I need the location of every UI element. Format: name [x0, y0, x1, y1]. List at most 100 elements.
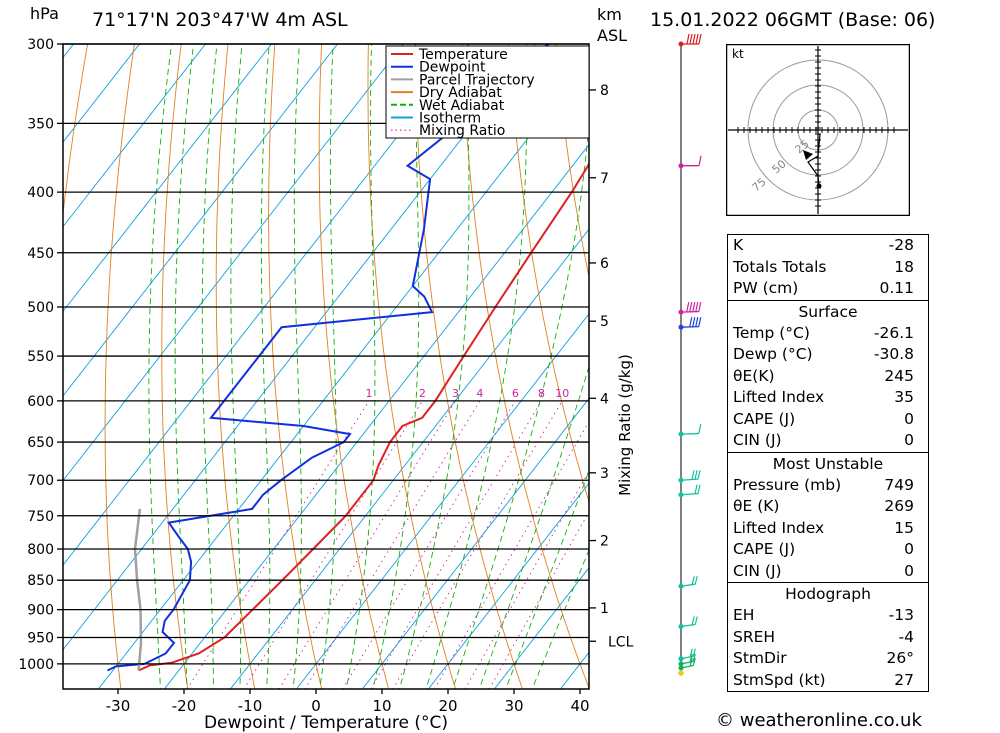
dry-adiabat-line: [318, 44, 390, 689]
wind-barb-staff: [680, 493, 699, 496]
wind-barb-flag: [694, 484, 698, 494]
surface-row: CAPE (J) 0: [728, 409, 928, 431]
hpa-unit-label: hPa: [30, 4, 59, 23]
altitude-tick-label: 3: [600, 466, 609, 482]
index-value: 0.11: [879, 279, 914, 297]
index-label: SREH: [733, 627, 776, 646]
isotherm-line: [163, 143, 589, 689]
datetime-title: 15.01.2022 06GMT (Base: 06): [650, 9, 936, 31]
series-dewpoint-line: [107, 44, 550, 672]
wet-adiabat-line: [372, 44, 420, 689]
credit-link[interactable]: © weatheronline.co.uk: [716, 710, 922, 731]
wind-level-dot: [678, 492, 684, 498]
wet-adiabat-line: [345, 44, 376, 689]
wind-level-dot: [678, 163, 684, 169]
index-value: -28: [888, 236, 914, 254]
mixing-ratio-line: [304, 400, 481, 689]
pressure-tick-label: 500: [27, 300, 54, 316]
surface-row: CIN (J) 0: [728, 430, 928, 452]
temperature-tick-label: -30: [106, 697, 131, 715]
wind-barb-staff: [680, 432, 699, 435]
wind-barb-flag: [689, 653, 693, 662]
pressure-tick-label: 800: [27, 542, 54, 558]
wind-barb-flag: [686, 302, 690, 312]
mu-row: CAPE (J) 0: [728, 539, 928, 561]
altitude-tick-label: 7: [600, 171, 609, 187]
wind-barb-flag: [689, 302, 693, 312]
temperature-tick-label: 20: [438, 697, 457, 715]
wet-adiabat-line: [399, 44, 470, 689]
wind-barb-flag: [698, 317, 702, 327]
wind-level-dot: [678, 477, 684, 483]
altitude-tick-label: 6: [600, 256, 609, 272]
index-top-section: K -28 Totals Totals 18 PW (cm) 0.11: [728, 235, 928, 300]
mixing-ratio-label: 3: [452, 387, 459, 400]
index-row-k: K -28: [728, 235, 928, 257]
wind-level-dot: [678, 41, 684, 47]
wind-barb-flag: [689, 317, 693, 327]
wind-barb-flag: [697, 484, 701, 494]
index-label: θE(K): [733, 366, 775, 385]
mixing-ratio-line: [433, 420, 589, 689]
index-label: K: [733, 236, 744, 254]
isotherm-line: [63, 44, 75, 59]
wind-barb-flag: [689, 648, 693, 657]
section-title: Surface: [798, 302, 858, 321]
wind-level-dot: [678, 431, 684, 437]
pressure-tick-label: 300: [27, 37, 54, 53]
temperature-tick-label: 0: [311, 697, 321, 715]
index-label: StmDir: [733, 649, 787, 667]
km-unit-label: km: [597, 5, 622, 24]
hodograph-surface-dot: [816, 183, 822, 189]
index-label: Pressure (mb): [733, 475, 842, 494]
pressure-tick-label: 850: [27, 573, 54, 589]
isotherm-line: [63, 44, 339, 397]
mixing-ratio-label: 10: [555, 387, 569, 400]
pressure-tick-label: 700: [27, 473, 54, 489]
pressure-tick-label: 350: [27, 116, 54, 132]
wet-adiabat-line: [531, 548, 589, 689]
wind-barb-flag: [692, 317, 696, 327]
index-label: CIN (J): [733, 431, 782, 449]
wind-barb-flag: [698, 302, 702, 312]
isotherm-line: [63, 44, 141, 143]
index-row-pw: PW (cm) 0.11: [728, 278, 928, 300]
wind-barb-flag: [686, 33, 690, 45]
index-row-totals: Totals Totals 18: [728, 257, 928, 279]
surface-row: Lifted Index 35: [728, 387, 928, 409]
pressure-tick-label: 600: [27, 394, 54, 410]
wet-adiabat-line: [292, 44, 302, 689]
altitude-tick-label: 1: [600, 601, 609, 617]
surface-row: Dewp (°C) -30.8: [728, 344, 928, 366]
pressure-tick-label: 900: [27, 603, 54, 619]
dry-adiabat-line: [63, 44, 89, 218]
hodo-row: StmDir 26°: [728, 648, 928, 670]
wind-barb-flag: [692, 653, 696, 662]
altitude-tick-label: 5: [600, 314, 609, 330]
mixing-ratio-label: 6: [512, 387, 519, 400]
wind-level-dot: [678, 665, 684, 671]
hodograph-storm-motion-icon: [803, 150, 813, 160]
index-value: 0: [904, 431, 914, 449]
index-label: Lifted Index: [733, 518, 825, 537]
wet-adiabat-line: [174, 44, 195, 689]
altitude-tick-label: 8: [600, 83, 609, 99]
mu-row: Lifted Index 15: [728, 518, 928, 540]
wind-barb-staff: [680, 325, 699, 328]
hodograph-unit-label: kt: [732, 47, 744, 61]
mu-row: θE (K) 269: [728, 496, 928, 518]
hodo-row: EH -13: [728, 605, 928, 627]
index-label: θE (K): [733, 497, 780, 515]
mixing-ratio-label: 4: [476, 387, 483, 400]
index-value: -30.8: [873, 345, 914, 363]
dry-adiabat-line: [268, 44, 323, 689]
hodograph-section: Hodograph EH -13 SREH -4 StmDir 26° StmSpd …: [728, 582, 928, 691]
wind-barb-flag: [697, 470, 701, 480]
wind-level-dot: [678, 656, 684, 662]
hodograph-trace: [807, 133, 821, 187]
wet-adiabat-line: [201, 44, 218, 689]
section-title: Hodograph: [785, 585, 871, 603]
temperature-tick-label: -20: [172, 697, 197, 715]
legend-label: Parcel Trajectory: [419, 72, 535, 88]
